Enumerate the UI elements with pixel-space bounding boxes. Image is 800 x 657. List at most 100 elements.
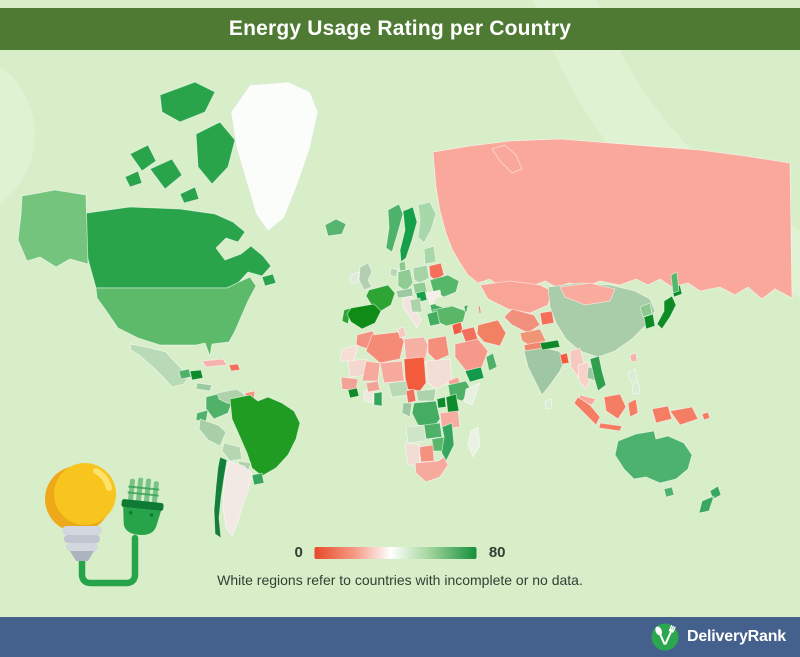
power-cord [78,534,139,587]
map-region-niger [379,360,405,384]
map-region-madagascar [467,426,481,458]
map-region-somalia [463,382,481,406]
map-region-congo-gabon [401,402,413,418]
map-region-cuba [201,358,228,368]
map-region-sri-lanka [544,398,553,410]
map-region-sakhalin [670,271,680,294]
map-region-hispaniola [228,363,241,372]
map-region-ireland [349,271,360,284]
map-region-poland [412,264,430,284]
map-region-canada [78,206,272,289]
map-region-india [523,347,567,396]
map-region-saudi-arabia [454,338,489,372]
map-region-drc [411,400,441,428]
map-region-western-sahara [339,344,359,362]
map-region-zimbabwe [431,436,445,452]
map-region-vietnam [589,355,607,392]
map-regions [17,81,793,539]
map-region-new-zealand [698,485,722,514]
map-region-argentina [222,460,253,537]
brand-name: DeliveryRank [687,628,786,645]
map-region-iran [476,319,507,347]
map-region-panama-costa-rica [195,382,213,392]
map-region-iceland [324,218,347,237]
map-region-oman [485,352,498,372]
map-region-bolivia [221,442,243,462]
map-region-kazakhstan [479,280,553,314]
map-region-denmark [398,260,407,272]
map-region-kenya [445,393,460,415]
map-region-botswana [418,444,435,463]
map-region-greenland [230,81,319,232]
map-region-brazil [229,394,301,477]
map-region-australia [614,430,693,498]
map-region-baltics [423,245,437,265]
spoon-icon [655,626,666,645]
map-region-tanzania [439,410,461,430]
map-region-uzbekistan-turkmenistan [503,308,541,334]
map-region-china [547,282,656,358]
map-region-usa [95,276,257,357]
map-region-taiwan [629,352,638,363]
plug-icon [121,477,164,535]
legend-min-label: 0 [294,544,303,561]
map-region-sweden [399,206,418,263]
map-region-angola [405,424,427,444]
map-region-guatemala [178,368,192,380]
map-region-tunisia [397,326,407,339]
map-region-bangladesh [559,352,570,365]
map-region-alpine [395,287,414,299]
map-region-alaska [17,189,89,268]
map-region-indonesia [573,393,673,432]
fork-icon [664,625,676,645]
map-region-zambia [423,422,443,440]
map-region-cameroon [405,388,417,404]
map-region-uruguay [251,472,265,486]
footer-bar: DeliveryRank [0,617,800,657]
map-region-papua-new-guinea [669,406,711,426]
map-region-yemen [464,366,485,383]
map-region-ghana [373,391,383,407]
map-region-chile [213,456,228,539]
deliveryrank-logo-icon [651,623,679,651]
map-region-greece [426,310,441,327]
map-region-algeria [365,331,405,364]
map-region-novaya-zemlya [491,144,523,174]
no-data-note: White regions refer to countries with in… [217,572,583,588]
legend-gradient-bar [314,546,477,559]
map-region-germany [397,268,414,292]
map-region-central-african-republic [415,388,437,402]
map-region-burkina-faso [365,380,381,393]
map-region-kyrgyzstan-tajikistan [539,310,555,326]
map-region-russia [432,138,793,300]
map-region-uganda [436,396,447,409]
map-region-mongolia [559,282,616,306]
caspian-sea [466,301,480,323]
title-banner: Energy Usage Rating per Country [0,8,800,50]
map-region-sierra-leone [347,387,360,399]
decorative-circle [0,66,35,204]
map-region-nepal [539,339,561,351]
black-sea [434,296,456,308]
map-region-canadian-arctic-islands [124,81,236,204]
color-scale-legend: 0 80 [294,544,505,561]
map-region-honduras [189,369,204,381]
legend-max-label: 80 [488,544,506,561]
bulb-plug-illustration [45,463,164,587]
map-region-spain [346,303,382,330]
map-region-nigeria [387,380,410,398]
map-region-philippines [627,368,641,395]
map-region-sudan [425,358,453,390]
map-region-west-balkans [409,297,423,313]
map-region-namibia [404,442,421,466]
map-region-norway [385,203,404,253]
map-region-south-korea [643,313,656,330]
map-region-mexico [129,343,190,388]
page-title: Energy Usage Rating per Country [228,17,572,40]
map-region-south-africa [414,456,449,483]
map-region-egypt [427,335,450,362]
map-region-benelux [389,267,399,278]
map-region-peru [198,418,227,447]
